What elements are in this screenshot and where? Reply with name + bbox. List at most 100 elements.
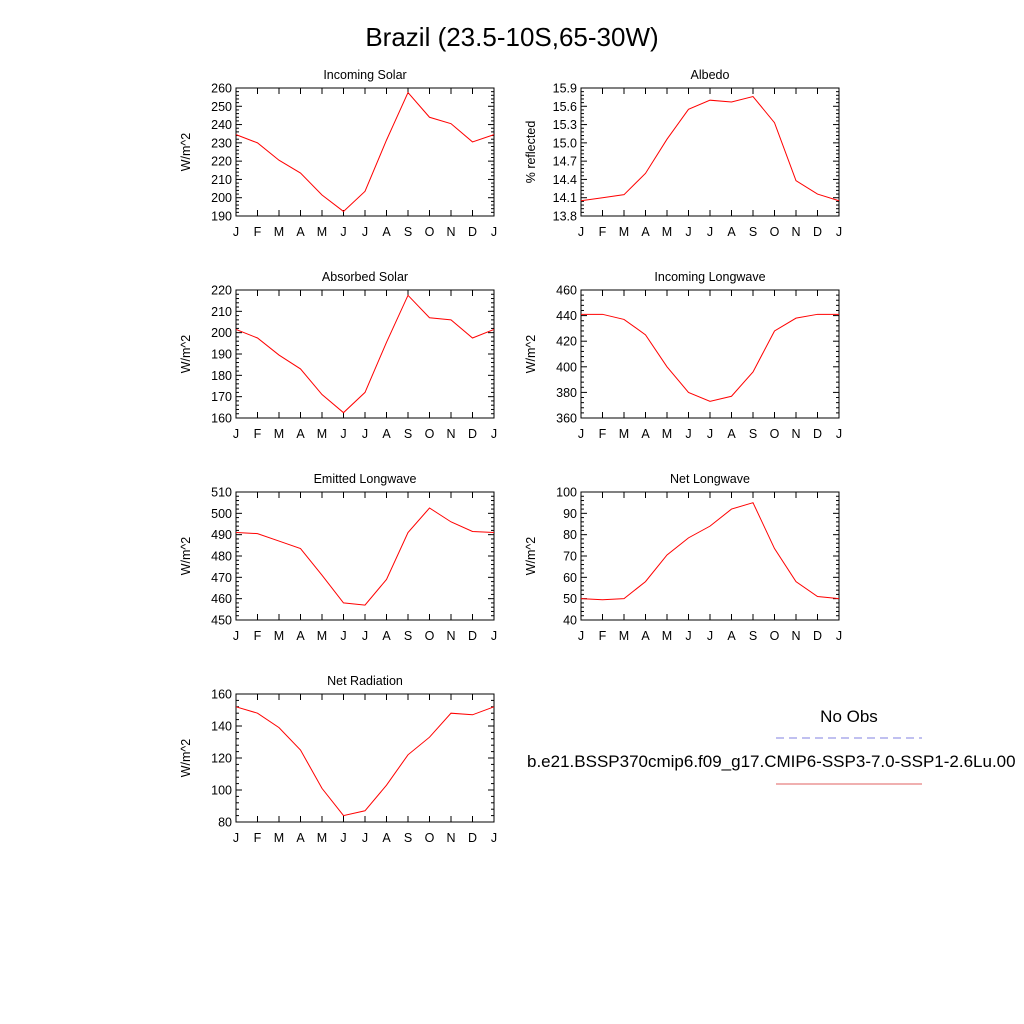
y-tick-label: 510 xyxy=(211,486,232,500)
legend-label-obs: No Obs xyxy=(820,707,878,726)
x-tick-label: J xyxy=(233,427,239,441)
x-tick-label: M xyxy=(317,831,327,845)
y-axis-label: W/m^2 xyxy=(524,335,538,374)
x-tick-label: J xyxy=(707,225,713,239)
x-tick-label: J xyxy=(685,427,691,441)
x-tick-label: J xyxy=(578,629,584,643)
x-tick-label: J xyxy=(836,427,842,441)
series-line xyxy=(235,507,495,606)
x-tick-label: A xyxy=(727,225,736,239)
x-tick-label: J xyxy=(685,629,691,643)
x-tick-label: S xyxy=(749,225,757,239)
x-tick-label: M xyxy=(274,629,284,643)
plot-frame xyxy=(580,289,840,419)
y-tick-label: 50 xyxy=(563,592,577,606)
y-tick-label: 14.1 xyxy=(553,191,577,205)
series-line xyxy=(235,706,495,817)
x-tick-label: J xyxy=(491,225,497,239)
y-tick-label: 400 xyxy=(556,360,577,374)
y-axis-label: W/m^2 xyxy=(179,739,193,778)
y-tick-label: 15.0 xyxy=(553,136,577,150)
x-tick-label: J xyxy=(233,831,239,845)
y-axis-label: % reflected xyxy=(524,121,538,184)
x-tick-label: A xyxy=(296,629,305,643)
x-tick-label: M xyxy=(662,225,672,239)
y-tick-label: 260 xyxy=(211,82,232,96)
y-tick-label: 200 xyxy=(211,326,232,340)
y-tick-label: 140 xyxy=(211,720,232,734)
y-tick-label: 220 xyxy=(211,284,232,298)
series-line xyxy=(580,502,840,601)
x-tick-label: M xyxy=(274,225,284,239)
x-tick-label: J xyxy=(491,427,497,441)
x-tick-label: D xyxy=(468,225,477,239)
x-tick-label: J xyxy=(362,629,368,643)
x-tick-label: D xyxy=(468,629,477,643)
x-tick-label: O xyxy=(425,831,435,845)
x-tick-label: J xyxy=(707,427,713,441)
series-line xyxy=(581,313,839,402)
y-tick-label: 380 xyxy=(556,386,577,400)
x-tick-label: D xyxy=(468,427,477,441)
x-tick-label: M xyxy=(317,629,327,643)
x-tick-label: J xyxy=(685,225,691,239)
plot-frame xyxy=(580,87,840,217)
x-tick-label: J xyxy=(491,831,497,845)
x-tick-label: M xyxy=(619,629,629,643)
y-tick-label: 14.7 xyxy=(553,155,577,169)
legend: No Obs b.e21.BSSP370cmip6.f09_g17.CMIP6-… xyxy=(527,707,1016,785)
x-tick-label: M xyxy=(662,629,672,643)
y-tick-label: 360 xyxy=(556,412,577,426)
x-tick-label: J xyxy=(362,225,368,239)
y-tick-label: 100 xyxy=(211,784,232,798)
x-tick-label: S xyxy=(749,427,757,441)
y-tick-label: 190 xyxy=(211,348,232,362)
panel-title: Emitted Longwave xyxy=(314,472,417,486)
x-tick-label: J xyxy=(233,629,239,643)
x-tick-label: S xyxy=(749,629,757,643)
panel-title: Net Longwave xyxy=(670,472,750,486)
x-tick-label: D xyxy=(813,427,822,441)
y-tick-label: 14.4 xyxy=(553,173,577,187)
x-tick-label: O xyxy=(425,629,435,643)
x-tick-label: F xyxy=(254,427,262,441)
x-tick-label: M xyxy=(662,427,672,441)
x-tick-label: A xyxy=(382,629,391,643)
x-tick-label: O xyxy=(425,427,435,441)
plot-frame xyxy=(580,491,840,621)
y-tick-label: 80 xyxy=(218,816,232,830)
plot-frame xyxy=(235,289,495,419)
x-tick-label: N xyxy=(446,831,455,845)
x-tick-label: O xyxy=(770,427,780,441)
plot-frame xyxy=(235,87,495,217)
x-tick-label: M xyxy=(619,225,629,239)
y-tick-label: 13.8 xyxy=(553,210,577,224)
y-tick-label: 190 xyxy=(211,210,232,224)
x-tick-label: J xyxy=(362,427,368,441)
y-tick-label: 60 xyxy=(563,571,577,585)
x-tick-label: A xyxy=(382,831,391,845)
x-tick-label: J xyxy=(578,225,584,239)
y-tick-label: 460 xyxy=(556,284,577,298)
y-axis-label: W/m^2 xyxy=(179,335,193,374)
y-tick-label: 240 xyxy=(211,118,232,132)
x-tick-label: O xyxy=(770,629,780,643)
x-tick-label: N xyxy=(791,629,800,643)
y-tick-label: 170 xyxy=(211,390,232,404)
figure-title: Brazil (23.5-10S,65-30W) xyxy=(365,22,658,52)
x-tick-label: J xyxy=(362,831,368,845)
y-tick-label: 160 xyxy=(211,412,232,426)
y-tick-label: 15.3 xyxy=(553,118,577,132)
x-tick-label: J xyxy=(836,225,842,239)
y-tick-label: 15.9 xyxy=(553,82,577,96)
y-tick-label: 450 xyxy=(211,614,232,628)
y-axis-label: W/m^2 xyxy=(524,537,538,576)
x-tick-label: A xyxy=(641,629,650,643)
x-tick-label: N xyxy=(446,427,455,441)
x-tick-label: J xyxy=(233,225,239,239)
